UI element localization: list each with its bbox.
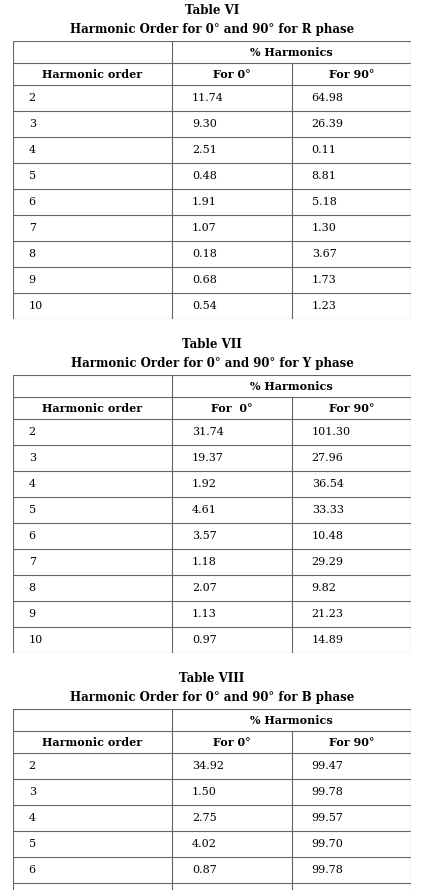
Text: Harmonic order: Harmonic order (42, 69, 142, 79)
Text: 7: 7 (29, 223, 36, 233)
Text: 0.48: 0.48 (192, 171, 217, 181)
Text: 34.92: 34.92 (192, 761, 224, 771)
Text: 6: 6 (29, 531, 36, 541)
Text: 99.47: 99.47 (312, 761, 343, 771)
Text: 3: 3 (29, 787, 36, 797)
Text: 9.82: 9.82 (312, 583, 337, 593)
Text: 10.48: 10.48 (312, 531, 343, 541)
Text: 1.30: 1.30 (312, 223, 337, 233)
Text: For 90°: For 90° (329, 402, 374, 414)
Text: 5.18: 5.18 (312, 197, 337, 207)
Text: 8: 8 (29, 583, 36, 593)
Text: For 0°: For 0° (213, 69, 251, 79)
Text: 6: 6 (29, 865, 36, 875)
Text: 27.96: 27.96 (312, 453, 343, 463)
Text: 1.91: 1.91 (192, 197, 217, 207)
Text: % Harmonics: % Harmonics (250, 715, 333, 725)
Text: 9: 9 (29, 275, 36, 285)
Text: 31.74: 31.74 (192, 427, 224, 437)
Text: 0.18: 0.18 (192, 249, 217, 259)
Text: 9.30: 9.30 (192, 119, 217, 129)
Text: For 90°: For 90° (329, 69, 374, 79)
Text: Harmonic Order for 0° and 90° for B phase: Harmonic Order for 0° and 90° for B phas… (70, 691, 354, 704)
Text: 36.54: 36.54 (312, 479, 343, 489)
Text: 4.02: 4.02 (192, 839, 217, 849)
Text: 4.61: 4.61 (192, 505, 217, 515)
Text: 7: 7 (29, 557, 36, 567)
Text: 1.07: 1.07 (192, 223, 217, 233)
Text: 0.54: 0.54 (192, 301, 217, 311)
Text: % Harmonics: % Harmonics (250, 381, 333, 392)
Text: Table VIII: Table VIII (179, 672, 245, 685)
Text: 19.37: 19.37 (192, 453, 224, 463)
Text: For 90°: For 90° (329, 737, 374, 748)
Text: Harmonic order: Harmonic order (42, 737, 142, 748)
Text: 1.50: 1.50 (192, 787, 217, 797)
Text: 5: 5 (29, 171, 36, 181)
Text: 0.11: 0.11 (312, 145, 337, 155)
Text: 6: 6 (29, 197, 36, 207)
Text: 26.39: 26.39 (312, 119, 343, 129)
Text: 3.67: 3.67 (312, 249, 336, 259)
Text: 33.33: 33.33 (312, 505, 343, 515)
Text: 2: 2 (29, 761, 36, 771)
Text: 2.75: 2.75 (192, 813, 217, 823)
Text: 4: 4 (29, 813, 36, 823)
Text: 10: 10 (29, 301, 43, 311)
Text: 99.70: 99.70 (312, 839, 343, 849)
Text: 1.13: 1.13 (192, 609, 217, 619)
Text: For 0°: For 0° (213, 737, 251, 748)
Text: 1.23: 1.23 (312, 301, 337, 311)
Text: 0.97: 0.97 (192, 635, 217, 645)
Text: 1.73: 1.73 (312, 275, 336, 285)
Text: Table VII: Table VII (182, 338, 242, 351)
Text: 64.98: 64.98 (312, 93, 343, 103)
Text: 11.74: 11.74 (192, 93, 224, 103)
Text: 3: 3 (29, 453, 36, 463)
Text: 8.81: 8.81 (312, 171, 337, 181)
Text: For  0°: For 0° (211, 402, 253, 414)
Text: Table VI: Table VI (185, 4, 239, 17)
Text: 10: 10 (29, 635, 43, 645)
Text: 8: 8 (29, 249, 36, 259)
Text: 9: 9 (29, 609, 36, 619)
Text: 29.29: 29.29 (312, 557, 343, 567)
Text: 99.78: 99.78 (312, 787, 343, 797)
Text: 101.30: 101.30 (312, 427, 351, 437)
Text: 21.23: 21.23 (312, 609, 343, 619)
Text: 1.92: 1.92 (192, 479, 217, 489)
Text: 3: 3 (29, 119, 36, 129)
Text: 14.89: 14.89 (312, 635, 343, 645)
Text: 0.68: 0.68 (192, 275, 217, 285)
Text: Harmonic order: Harmonic order (42, 402, 142, 414)
Text: 5: 5 (29, 505, 36, 515)
Text: 4: 4 (29, 145, 36, 155)
Text: Harmonic Order for 0° and 90° for R phase: Harmonic Order for 0° and 90° for R phas… (70, 23, 354, 36)
Text: % Harmonics: % Harmonics (250, 46, 333, 58)
Text: Harmonic Order for 0° and 90° for Y phase: Harmonic Order for 0° and 90° for Y phas… (70, 357, 354, 369)
Text: 0.87: 0.87 (192, 865, 217, 875)
Text: 2.51: 2.51 (192, 145, 217, 155)
Text: 2: 2 (29, 93, 36, 103)
Text: 99.78: 99.78 (312, 865, 343, 875)
Text: 3.57: 3.57 (192, 531, 217, 541)
Text: 4: 4 (29, 479, 36, 489)
Text: 2.07: 2.07 (192, 583, 217, 593)
Text: 5: 5 (29, 839, 36, 849)
Text: 99.57: 99.57 (312, 813, 343, 823)
Text: 2: 2 (29, 427, 36, 437)
Text: 1.18: 1.18 (192, 557, 217, 567)
